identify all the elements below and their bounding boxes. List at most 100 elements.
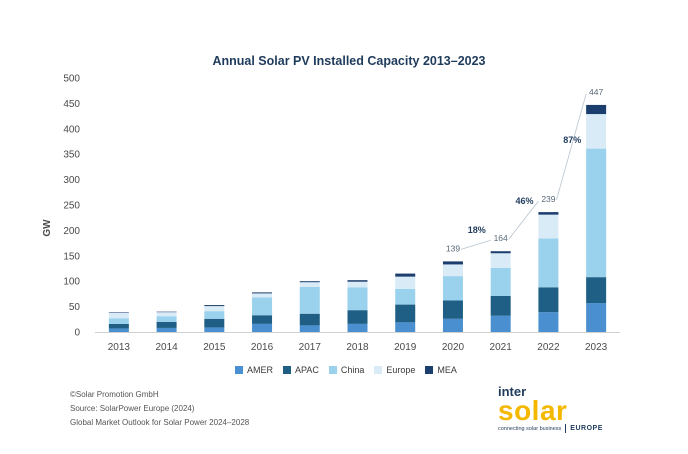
legend-swatch [283, 366, 292, 374]
total-label-2023: 447 [589, 87, 603, 97]
bar-segment-amer-2019 [395, 322, 416, 332]
total-label-2022: 239 [541, 194, 555, 204]
legend-item-apac: APAC [283, 365, 319, 375]
bar-segment-europe-2022 [538, 214, 559, 239]
legend-label: Europe [386, 365, 416, 375]
bar-segment-europe-2014 [156, 312, 177, 317]
bar-segment-china-2019 [395, 288, 416, 305]
bar-segment-amer-2018 [347, 323, 368, 332]
bar-segment-amer-2023 [586, 303, 607, 332]
growth-label: 46% [516, 196, 534, 206]
legend-item-europe: Europe [374, 365, 415, 375]
bar-segment-amer-2022 [538, 312, 559, 332]
x-tick-label: 2014 [155, 342, 178, 353]
bar-segment-china-2020 [442, 276, 463, 301]
x-tick-label: 2015 [203, 342, 226, 353]
bar-segment-mea-2015 [204, 305, 225, 307]
growth-label: 18% [468, 225, 486, 235]
report-text: Global Market Outlook for Solar Power 20… [70, 418, 250, 427]
logo-top-text: inter [498, 384, 527, 399]
logo-tagline: connecting solar business [498, 425, 562, 432]
bar-segment-china-2017 [299, 286, 320, 314]
legend-label: APAC [295, 365, 319, 375]
bar-segment-europe-2019 [395, 276, 416, 289]
x-tick-label: 2021 [490, 342, 513, 353]
bar-segment-europe-2023 [586, 114, 607, 149]
bar-segment-europe-2021 [490, 253, 511, 268]
y-axis: 0 50 100 150 200 250 300 350 400 450 500 [63, 74, 80, 339]
x-axis: 2013 2014 2015 2016 2017 2018 2019 2020 2021 2022… [95, 332, 620, 353]
bar-segment-china-2022 [538, 238, 559, 288]
bar-segment-amer-2017 [299, 325, 320, 332]
legend-item-amer: AMER [235, 365, 273, 375]
legend-item-mea: MEA [425, 365, 457, 375]
y-tick-label: 450 [63, 99, 80, 110]
bar-segment-mea-2020 [442, 261, 463, 265]
x-tick-label: 2023 [585, 342, 608, 353]
copyright-text: ©Solar Promotion GmbH [70, 390, 159, 399]
bar-segment-mea-2018 [347, 280, 368, 282]
legend-label: AMER [247, 365, 274, 375]
bar-segment-china-2014 [156, 316, 177, 322]
legend-swatch [328, 366, 337, 374]
logo-region: EUROPE [570, 425, 603, 432]
chart-title: Annual Solar PV Installed Capacity 2013–… [212, 54, 485, 68]
bar-segment-europe-2016 [252, 293, 273, 298]
logo-main-text: solar [498, 395, 568, 426]
bar-segment-europe-2018 [347, 281, 368, 288]
legend-label: MEA [437, 365, 457, 375]
bar-segment-apac-2022 [538, 287, 559, 313]
source-text: Source: SolarPower Europe (2024) [70, 404, 195, 413]
x-tick-label: 2020 [442, 342, 465, 353]
bar-segment-amer-2020 [442, 318, 463, 332]
bar-segment-mea-2022 [538, 212, 559, 215]
legend-swatch [425, 366, 434, 374]
x-tick-label: 2013 [108, 342, 131, 353]
growth-connector [556, 93, 587, 201]
growth-label: 87% [563, 135, 581, 145]
bar-segment-mea-2019 [395, 273, 416, 277]
bar-segment-apac-2023 [586, 277, 607, 304]
x-tick-label: 2017 [299, 342, 322, 353]
x-tick-label: 2016 [251, 342, 274, 353]
y-tick-label: 50 [69, 302, 81, 313]
bar-segment-apac-2020 [442, 300, 463, 319]
total-label-2021: 164 [494, 233, 508, 243]
y-axis-label: GW [42, 219, 53, 237]
y-tick-label: 500 [63, 74, 80, 85]
annotations: 139 164 239 447 18% 46% 87% [446, 87, 604, 253]
growth-connector [508, 200, 539, 240]
y-tick-label: 0 [74, 328, 80, 339]
logo-subline: connecting solar business EUROPE [498, 424, 618, 433]
bar-segment-china-2018 [347, 287, 368, 311]
growth-connector [460, 239, 491, 250]
bar-segment-amer-2013 [108, 328, 129, 332]
bar-segment-apac-2017 [299, 313, 320, 326]
legend-swatch [235, 366, 243, 374]
legend-item-china: China [328, 365, 365, 375]
y-tick-label: 200 [63, 226, 80, 237]
bar-segment-apac-2018 [347, 310, 368, 324]
legend-label: China [340, 365, 365, 375]
y-tick-label: 300 [63, 175, 80, 186]
legend: AMER APAC China Europe MEA [235, 365, 457, 375]
y-tick-label: 350 [63, 150, 80, 161]
bar-segment-china-2023 [586, 148, 607, 278]
bar-segment-apac-2014 [156, 321, 177, 328]
bar-segment-china-2015 [204, 311, 225, 319]
x-tick-label: 2018 [346, 342, 369, 353]
bar-segment-europe-2020 [442, 264, 463, 277]
logo-divider [565, 424, 567, 433]
y-tick-label: 100 [63, 277, 80, 288]
bar-segment-mea-2013 [108, 312, 129, 313]
source-notes: ©Solar Promotion GmbH Source: SolarPower… [70, 388, 249, 430]
bar-segment-mea-2021 [490, 251, 511, 254]
bar-segment-mea-2023 [586, 104, 607, 115]
x-tick-label: 2022 [537, 342, 560, 353]
y-tick-label: 150 [63, 251, 80, 262]
bar-segment-mea-2016 [252, 292, 273, 294]
bar-segment-mea-2014 [156, 311, 177, 313]
bar-segment-apac-2021 [490, 295, 511, 316]
bar-segment-europe-2015 [204, 306, 225, 312]
